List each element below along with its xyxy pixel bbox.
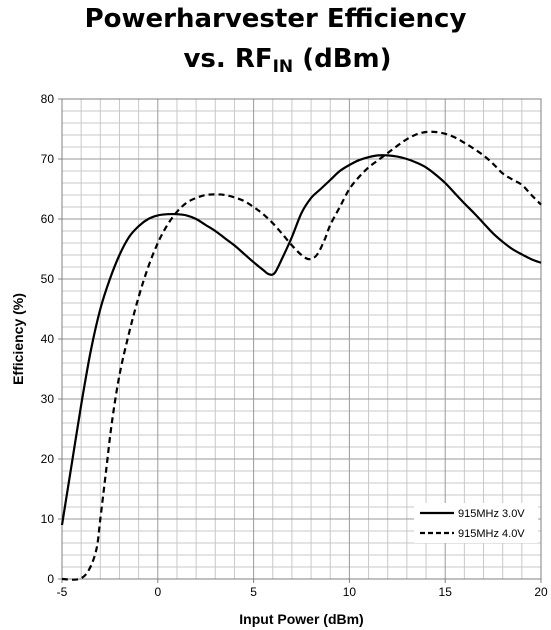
- y-tick-label: 60: [41, 212, 55, 226]
- x-tick-label: 10: [343, 585, 357, 599]
- x-tick-label: 0: [154, 585, 161, 599]
- x-tick-label: 15: [439, 585, 453, 599]
- chart-title-subscript: IN: [272, 57, 294, 77]
- y-tick-label: 70: [41, 152, 55, 166]
- y-axis-label: Efficiency (%): [10, 293, 26, 385]
- x-axis-label: Input Power (dBm): [239, 611, 363, 627]
- legend-background: [414, 503, 538, 543]
- x-tick-label: -5: [57, 585, 68, 599]
- x-tick-label: 5: [250, 585, 257, 599]
- y-tick-label: 50: [41, 272, 55, 286]
- y-tick-label: 40: [41, 332, 55, 346]
- y-tick-label: 80: [41, 92, 55, 106]
- y-tick-label: 0: [47, 572, 54, 586]
- x-tick-label: 20: [534, 585, 548, 599]
- chart-title-line2: vs. RFIN (dBm): [12, 44, 551, 82]
- series-line-1: [60, 154, 542, 526]
- chart-title-line1: Powerharvester Efficiency: [84, 4, 467, 34]
- legend: 915MHz 3.0V 915MHz 4.0V: [414, 503, 538, 543]
- series-line-2: [61, 130, 542, 581]
- major-grid: [62, 99, 541, 579]
- chart-title-rf: vs. RF: [183, 44, 273, 74]
- y-tick-label: 30: [41, 392, 55, 406]
- legend-label-1: 915MHz 3.0V: [458, 508, 525, 520]
- y-tick-label: 10: [41, 512, 55, 526]
- legend-label-2: 915MHz 4.0V: [458, 528, 525, 540]
- y-tick-label: 20: [41, 452, 55, 466]
- series-layer: [60, 130, 542, 581]
- chart-title-unit: (dBm): [293, 44, 392, 74]
